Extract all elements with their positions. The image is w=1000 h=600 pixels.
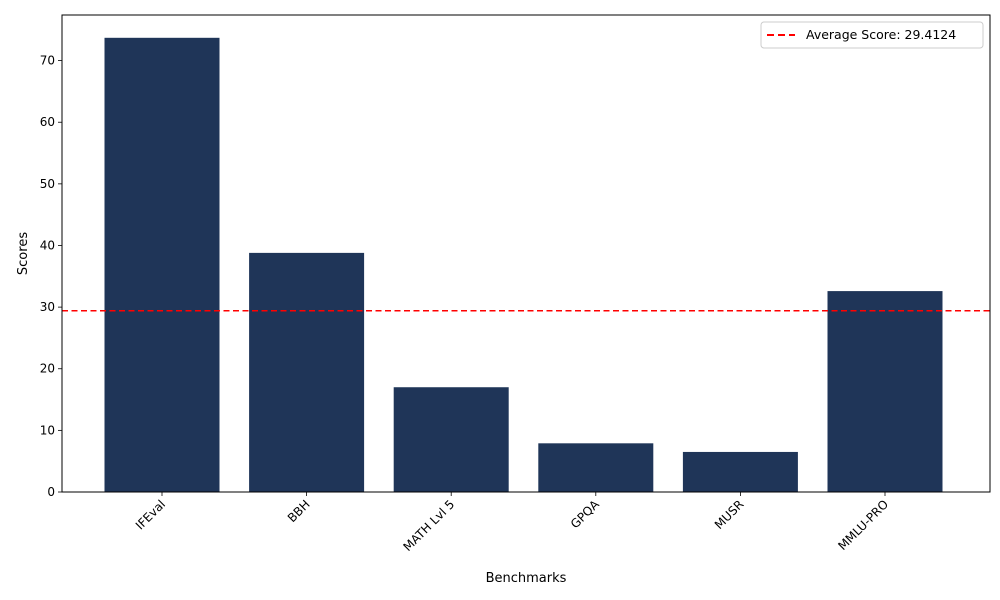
bar-mmlu-pro <box>827 291 943 492</box>
bar-math-lvl-5 <box>393 387 509 492</box>
y-tick-label: 20 <box>40 362 55 376</box>
y-axis-ticks: 0 10 20 30 40 50 60 70 <box>40 54 62 499</box>
y-tick-label: 30 <box>40 300 55 314</box>
y-tick-label: 0 <box>47 485 55 499</box>
y-tick-label: 40 <box>40 238 55 252</box>
legend-entry-average-score: Average Score: 29.4124 <box>806 27 956 42</box>
legend-box <box>760 21 984 49</box>
bar-bbh <box>249 252 365 492</box>
y-axis-label: Scores <box>16 232 31 275</box>
bar-musr <box>682 451 798 492</box>
x-axis-label: Benchmarks <box>486 571 567 586</box>
legend: Average Score: 29.4124 <box>760 21 984 49</box>
y-tick-label: 50 <box>40 177 55 191</box>
bar-ifeval <box>104 37 220 492</box>
y-tick-label: 10 <box>40 423 55 437</box>
bar-gpqa <box>538 443 654 492</box>
y-tick-label: 60 <box>40 115 55 129</box>
y-tick-label: 70 <box>40 54 55 68</box>
bars-layer <box>104 37 943 492</box>
plot-area-frame <box>61 14 991 493</box>
